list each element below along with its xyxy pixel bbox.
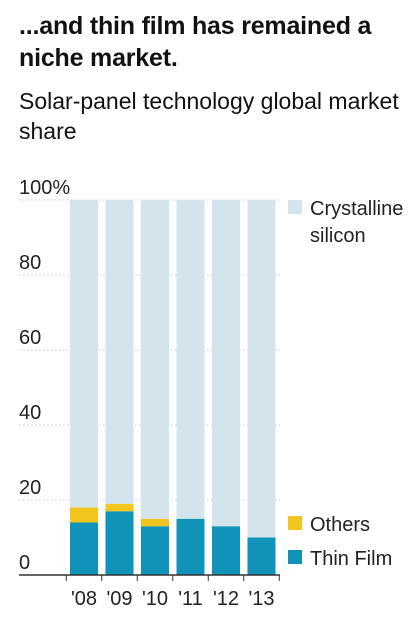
x-tick-label: '09 xyxy=(106,588,132,610)
chart-subhead: Solar-panel technology global market sha… xyxy=(19,88,399,144)
y-tick-label: 40 xyxy=(19,402,41,424)
bar-segment xyxy=(176,518,205,575)
y-tick-label: 80 xyxy=(19,252,41,274)
bar-segment xyxy=(141,526,169,575)
bar-segment xyxy=(247,200,276,538)
legend-swatch xyxy=(288,200,302,214)
x-tick-label: '12 xyxy=(213,588,239,610)
bar-segment xyxy=(212,526,240,575)
bar-segment xyxy=(105,200,134,504)
bar-segment xyxy=(247,537,276,575)
bar-segment xyxy=(105,511,134,575)
legend-swatch xyxy=(288,516,302,530)
legend-label: Others xyxy=(310,514,370,536)
bar-segment xyxy=(70,522,98,575)
bar-segment xyxy=(141,200,169,519)
bar-segment xyxy=(105,503,134,512)
bar-segment xyxy=(70,200,98,508)
legend-label: Thin Film xyxy=(310,548,392,570)
x-tick-label: '10 xyxy=(142,588,168,610)
y-tick-label: 20 xyxy=(19,477,41,499)
y-tick-label: 100% xyxy=(19,177,70,199)
x-tick-label: '13 xyxy=(248,588,274,610)
bar-segment xyxy=(176,200,205,519)
legend-label: silicon xyxy=(310,225,366,247)
bar-segment xyxy=(212,200,240,527)
bar-segment xyxy=(141,518,169,527)
legend-swatch xyxy=(288,550,302,564)
legend-label: Crystalline xyxy=(310,198,403,220)
chart-headline: ...and thin film has remained a niche ma… xyxy=(19,12,372,72)
x-tick-label: '08 xyxy=(71,588,97,610)
y-tick-label: 60 xyxy=(19,327,41,349)
x-tick-label: '11 xyxy=(178,588,203,610)
bar-segment xyxy=(70,507,98,523)
y-tick-label: 0 xyxy=(19,552,30,574)
